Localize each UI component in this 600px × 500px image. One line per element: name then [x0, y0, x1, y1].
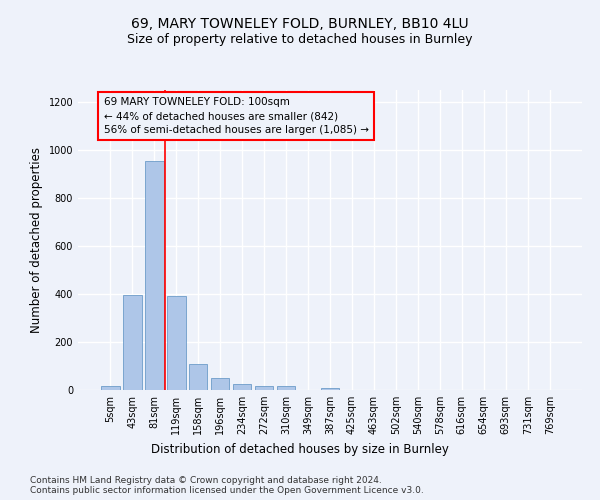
Text: 69 MARY TOWNELEY FOLD: 100sqm
← 44% of detached houses are smaller (842)
56% of : 69 MARY TOWNELEY FOLD: 100sqm ← 44% of d…	[104, 97, 368, 135]
Bar	[320, 388, 340, 390]
Bar	[277, 386, 295, 390]
Bar	[101, 386, 119, 390]
Bar	[255, 386, 274, 390]
Bar	[167, 296, 185, 390]
Bar	[189, 364, 208, 390]
Bar	[145, 161, 164, 390]
Text: Contains HM Land Registry data © Crown copyright and database right 2024.
Contai: Contains HM Land Registry data © Crown c…	[30, 476, 424, 495]
Bar	[211, 378, 229, 390]
Text: 69, MARY TOWNELEY FOLD, BURNLEY, BB10 4LU: 69, MARY TOWNELEY FOLD, BURNLEY, BB10 4L…	[131, 18, 469, 32]
Bar	[123, 295, 142, 390]
Bar	[233, 384, 251, 390]
Y-axis label: Number of detached properties: Number of detached properties	[30, 147, 43, 333]
Text: Distribution of detached houses by size in Burnley: Distribution of detached houses by size …	[151, 442, 449, 456]
Text: Size of property relative to detached houses in Burnley: Size of property relative to detached ho…	[127, 32, 473, 46]
